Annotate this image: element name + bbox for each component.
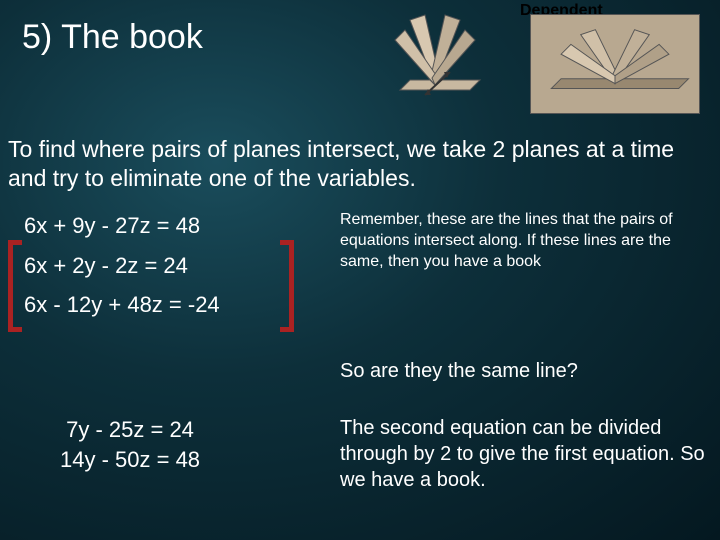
equation-1: 6x + 9y - 27z = 48 [24,206,220,246]
left-bracket [8,240,22,332]
equation-3: 6x - 12y + 48z = -24 [24,285,220,325]
open-book-diagram [370,0,500,120]
closed-book-diagram [530,14,700,114]
slide-title: 5) The book [22,18,203,57]
result-eq-2: 14y - 50z = 48 [60,445,200,475]
note-conclusion: The second equation can be divided throu… [340,415,708,493]
equation-2: 6x + 2y - 2z = 24 [24,246,220,286]
equation-system: 6x + 9y - 27z = 48 6x + 2y - 2z = 24 6x … [24,206,220,325]
result-equations: 7y - 25z = 24 14y - 50z = 48 [60,415,200,474]
right-bracket [280,240,294,332]
result-eq-1: 7y - 25z = 24 [60,415,200,445]
question-text: So are they the same line? [340,360,708,383]
note-remember: Remember, these are the lines that the p… [340,210,708,272]
intro-text: To find where pairs of planes intersect,… [8,135,712,193]
